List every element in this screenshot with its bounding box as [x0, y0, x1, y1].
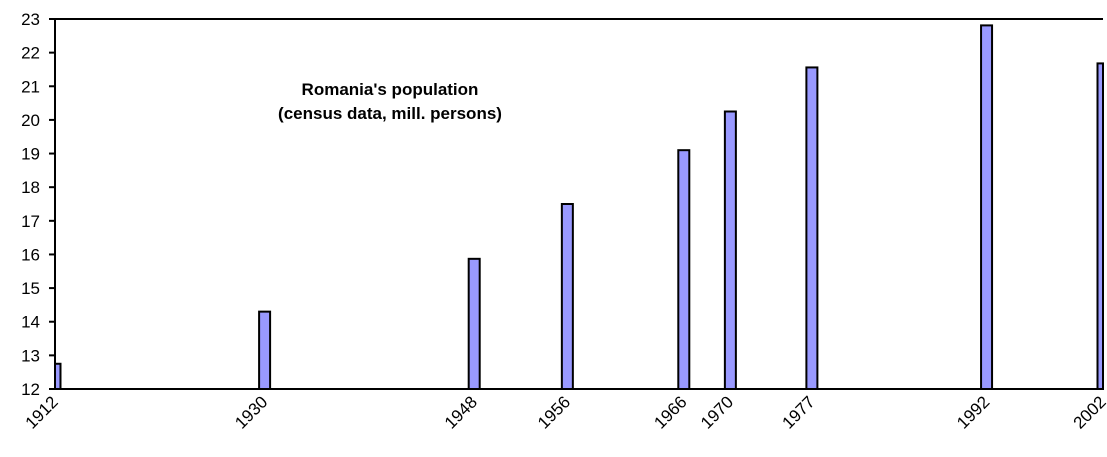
bar-1992	[980, 24, 994, 391]
y-tick-label-15: 15	[21, 279, 40, 298]
bar-1948	[467, 257, 481, 390]
y-tick-label-19: 19	[21, 145, 40, 164]
bar-1977	[805, 66, 819, 390]
bar-1970	[723, 110, 737, 390]
axes-layer	[54, 18, 1104, 390]
y-tick-label-12: 12	[21, 380, 40, 399]
y-tick-label-13: 13	[21, 346, 40, 365]
x-tick-layer: 1912 1930 1948 1956 1966 1970 1977 1992 2002	[22, 392, 1107, 432]
y-tick-label-16: 16	[21, 245, 40, 264]
y-tick-label-23: 23	[21, 10, 40, 29]
y-tick-label-14: 14	[21, 313, 40, 332]
y-tick-label-17: 17	[21, 212, 40, 231]
chart-subtitle: (census data, mill. persons)	[278, 104, 502, 123]
y-tick-label-22: 22	[21, 44, 40, 63]
y-tick-layer: 12 13 14 15 16 17 18 19 20 21 22 23	[21, 10, 55, 399]
x-tick-label-1977: 1977	[779, 392, 819, 432]
x-tick-label-1992: 1992	[953, 392, 993, 432]
bars-layer	[54, 24, 1104, 391]
y-tick-label-18: 18	[21, 178, 40, 197]
x-tick-label-1966: 1966	[650, 392, 690, 432]
bar-2002	[1096, 62, 1104, 391]
bar-1956	[560, 203, 574, 390]
x-tick-label-2002: 2002	[1070, 392, 1107, 432]
x-tick-label-1970: 1970	[697, 392, 737, 432]
x-tick-label-1930: 1930	[231, 392, 271, 432]
bar-1930	[258, 310, 272, 390]
chart-title-block: Romania's population (census data, mill.…	[190, 78, 590, 126]
x-tick-label-1956: 1956	[534, 392, 574, 432]
x-tick-label-1948: 1948	[441, 392, 481, 432]
y-tick-label-21: 21	[21, 77, 40, 96]
bar-1966	[677, 149, 691, 390]
y-tick-label-20: 20	[21, 111, 40, 130]
chart-title: Romania's population	[301, 80, 479, 99]
